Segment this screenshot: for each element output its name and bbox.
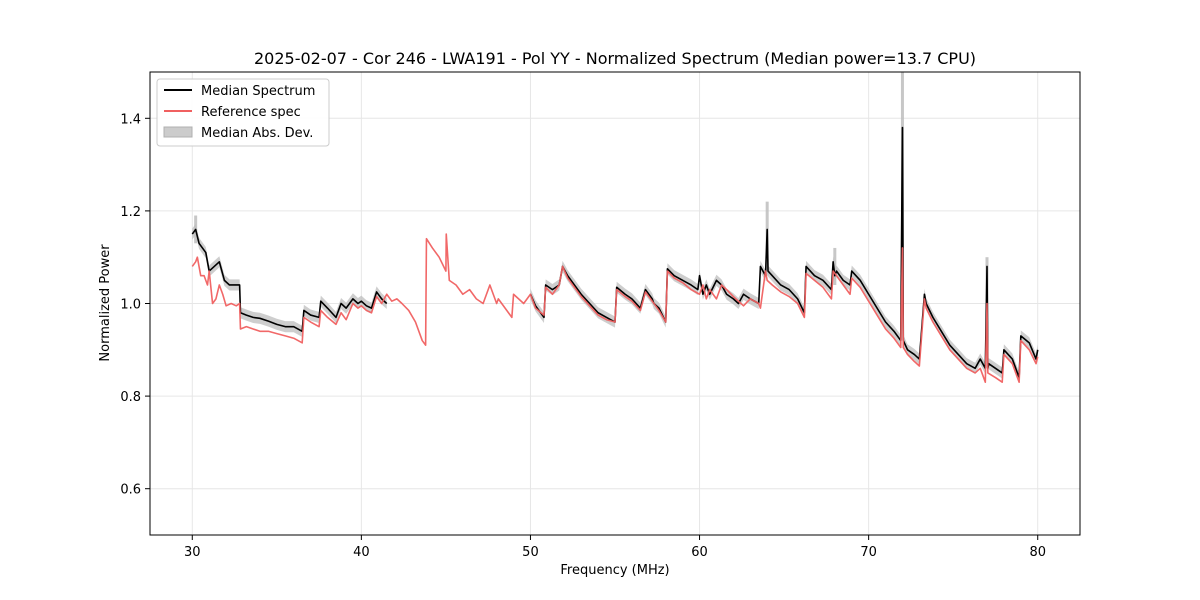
plot-area: 30 40 50 60 70 80 0.6 0.8 1.0 1.2 1.4: [120, 71, 1081, 560]
x-tick-label-3: 60: [691, 545, 708, 560]
x-tick-label-5: 80: [1029, 545, 1046, 560]
y-tick-label-1: 0.8: [120, 390, 141, 405]
x-tick-label-4: 70: [860, 545, 877, 560]
chart-title: 2025-02-07 - Cor 246 - LWA191 - Pol YY -…: [254, 49, 976, 68]
lines-group: [191, 126, 1039, 384]
legend: Median Spectrum Reference spec Median Ab…: [156, 78, 330, 147]
reference-spec-line: [191, 233, 1039, 384]
y-axis-label: Normalized Power: [98, 244, 113, 362]
x-tick-label-0: 30: [184, 545, 201, 560]
y-tick-label-3: 1.2: [120, 205, 141, 220]
legend-mad-swatch: [163, 126, 193, 138]
x-tick-label-2: 50: [522, 545, 539, 560]
median-spectrum-line: [191, 126, 1039, 379]
mad-spike-2: [833, 247, 837, 285]
y-tick-label-4: 1.4: [120, 112, 141, 127]
x-axis-label: Frequency (MHz): [560, 563, 669, 578]
legend-box: [156, 78, 330, 147]
y-tick-label-2: 1.0: [120, 298, 141, 313]
legend-median-label: Median Spectrum: [201, 84, 315, 99]
legend-reference-label: Reference spec: [201, 105, 301, 120]
y-tick-label-0: 0.6: [120, 483, 141, 498]
legend-mad-label: Median Abs. Dev.: [201, 126, 313, 141]
x-tick-label-1: 40: [353, 545, 370, 560]
